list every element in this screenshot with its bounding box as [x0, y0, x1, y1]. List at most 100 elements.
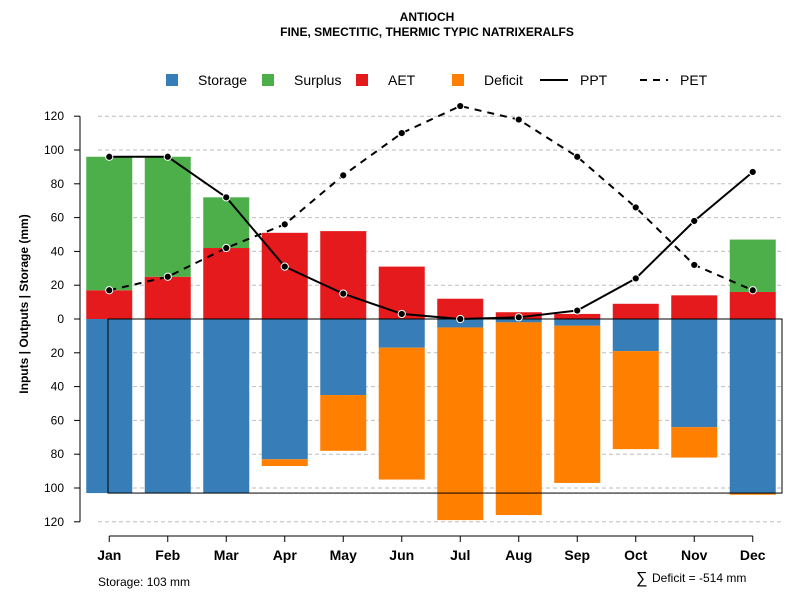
pet-point — [573, 152, 582, 161]
y-tick-label: 20 — [51, 346, 65, 360]
deficit-bar — [378, 347, 425, 480]
aet-bar — [144, 276, 191, 319]
aet-bar — [554, 313, 601, 319]
reference-lines — [107, 318, 783, 494]
pet-point — [456, 101, 465, 111]
aet-bar — [320, 231, 367, 319]
aet-bar — [203, 248, 250, 319]
y-axis-label: Inputs | Outputs | Storage (mm) — [17, 214, 31, 393]
deficit-bar — [320, 395, 367, 451]
legend-label: AET — [388, 72, 416, 88]
ppt-point — [514, 313, 523, 322]
ppt-point — [163, 152, 172, 161]
ppt-point — [573, 306, 582, 315]
storage-bar — [261, 319, 308, 460]
x-tick-label: Dec — [740, 547, 766, 563]
pet-point — [690, 260, 699, 270]
storage-footnote: Storage: 103 mm — [98, 575, 190, 589]
storage-bar — [437, 319, 484, 328]
x-tick-label: Apr — [273, 547, 298, 563]
y-tick-label: 120 — [44, 515, 64, 529]
legend-label: Storage — [198, 72, 247, 88]
ppt-point — [631, 274, 640, 283]
surplus-bar — [203, 197, 250, 249]
chart-title: ANTIOCH — [400, 10, 455, 24]
y-tick-label: 60 — [51, 413, 65, 427]
y-tick-label: 40 — [51, 244, 65, 258]
y-tick-label: 100 — [44, 143, 64, 157]
storage-bar — [86, 319, 133, 494]
storage-bar — [612, 319, 659, 352]
deficit-bar — [495, 322, 542, 516]
pet-point — [631, 203, 640, 212]
pet-line — [109, 105, 754, 292]
surplus-bar — [86, 156, 133, 291]
x-tick-label: Mar — [214, 547, 239, 563]
y-tick-label: 100 — [44, 481, 64, 495]
legend-item: Surplus — [262, 72, 341, 88]
ppt-point — [339, 289, 348, 298]
x-tick-label: Jun — [389, 547, 414, 563]
storage-bar — [203, 319, 250, 494]
pet-point — [397, 129, 406, 138]
aet-bar — [437, 298, 484, 319]
storage-bar — [729, 319, 776, 494]
ppt-point — [690, 216, 699, 226]
legend-item: AET — [356, 72, 416, 88]
deficit-bar — [437, 327, 484, 521]
x-tick-label: May — [330, 547, 357, 563]
surplus-bar — [729, 239, 776, 292]
storage-bar — [671, 319, 718, 428]
aet-bar — [86, 290, 133, 319]
y-tick-label: 20 — [51, 278, 65, 292]
legend-item: PET — [640, 72, 708, 88]
legend-label: Deficit — [484, 72, 523, 88]
deficit-footnote: Deficit = -514 mm — [652, 571, 746, 585]
ppt-line — [109, 155, 754, 321]
legend-swatch — [166, 74, 178, 86]
y-tick-label: 40 — [51, 380, 65, 394]
storage-bar — [320, 319, 367, 396]
ppt-point — [748, 167, 757, 177]
lines — [105, 101, 757, 324]
legend: Storage Surplus AET Deficit PPT PET — [166, 72, 708, 88]
deficit-bar — [554, 325, 601, 483]
deficit-bar — [261, 459, 308, 467]
legend-label: PPT — [580, 72, 608, 88]
ppt-point — [280, 262, 289, 271]
aet-bar — [671, 295, 718, 319]
y-tick-label: 80 — [51, 447, 65, 461]
ppt-point — [105, 152, 114, 161]
legend-item: PPT — [540, 72, 608, 88]
y-tick-label: 80 — [51, 177, 65, 191]
pet-point — [222, 243, 231, 253]
legend-swatch — [452, 74, 464, 86]
storage-bar — [144, 319, 191, 494]
legend-item: Deficit — [452, 72, 523, 88]
pet-point — [105, 286, 114, 295]
x-tick-label: Aug — [505, 547, 532, 563]
pet-point — [514, 115, 523, 124]
x-tick-label: Oct — [624, 547, 648, 563]
pet-point — [163, 272, 172, 281]
deficit-bar — [612, 351, 659, 450]
legend-swatch — [262, 74, 274, 86]
ppt-point — [456, 314, 465, 324]
pet-point — [280, 220, 289, 229]
storage-bar — [378, 319, 425, 348]
aet-bar — [612, 303, 659, 319]
pet-point — [748, 286, 757, 295]
x-tick-label: Feb — [155, 547, 180, 563]
storage-bar — [554, 319, 601, 326]
y-tick-label: 120 — [44, 109, 64, 123]
ppt-point — [222, 193, 231, 202]
aet-bar — [261, 232, 308, 319]
y-tick-label: 0 — [57, 312, 64, 326]
x-tick-label: Nov — [681, 547, 708, 563]
axes: 120 100 80 60 40 20 0 20 40 60 80 100 120 Jan Feb Mar Ap… — [44, 109, 766, 563]
legend-swatch — [356, 74, 368, 86]
bars — [86, 156, 776, 521]
chart-subtitle: FINE, SMECTITIC, THERMIC TYPIC NATRIXERA… — [280, 25, 574, 39]
aet-bar — [729, 291, 776, 319]
